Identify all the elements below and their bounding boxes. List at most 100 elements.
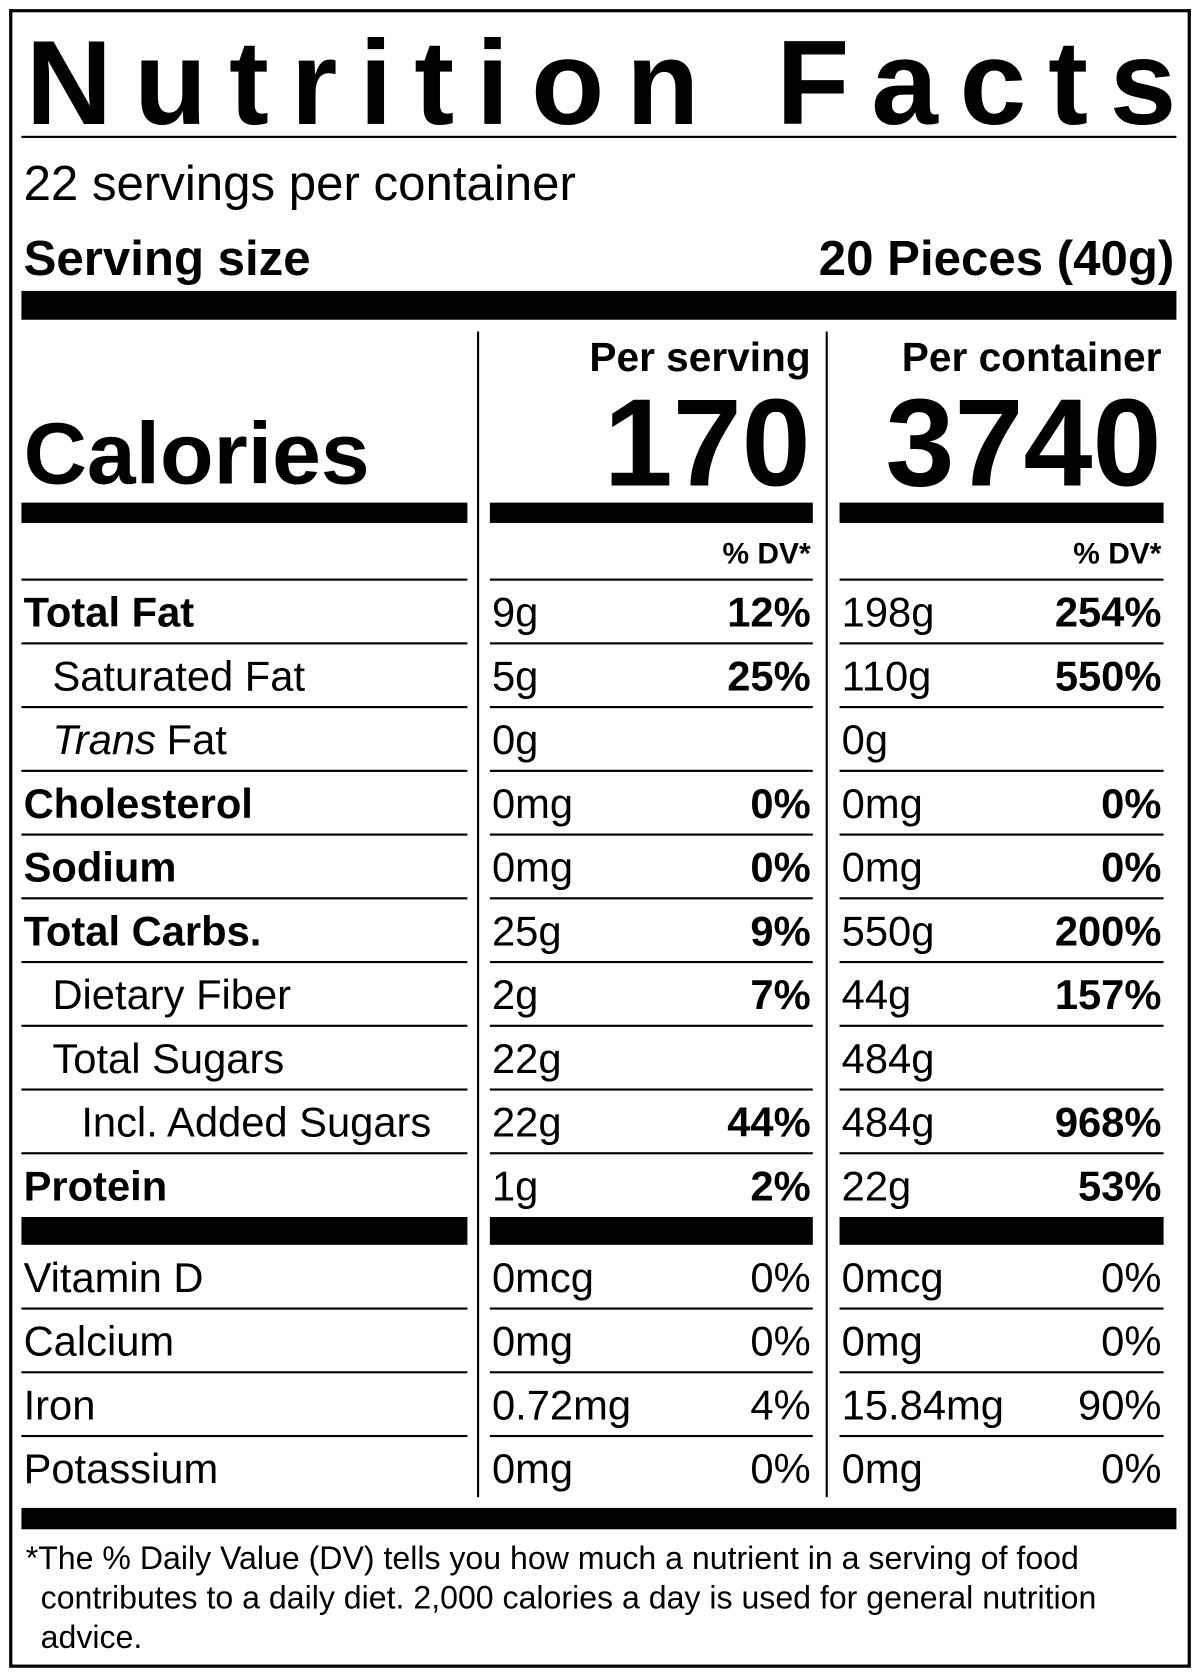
daily-value: 0% <box>750 844 810 891</box>
amount: 0g <box>842 716 888 763</box>
row-rule <box>839 833 1164 836</box>
amount: 22g <box>492 1099 562 1146</box>
nutrient-name: Protein <box>24 1162 168 1209</box>
amount: 484g <box>842 1035 935 1082</box>
row-rule <box>489 578 813 581</box>
row-rule <box>839 706 1164 709</box>
row-rule <box>489 1024 813 1027</box>
footnote-line: contributes to a daily diet. 2,000 calor… <box>41 1579 1097 1615</box>
nutrient-name: Total Carbs. <box>24 907 262 954</box>
nutrient-name: Potassium <box>24 1445 219 1492</box>
daily-value: 0% <box>750 1318 810 1365</box>
footnote-line: *The % Daily Value (DV) tells you how mu… <box>26 1540 1079 1576</box>
row-rule <box>839 578 1164 581</box>
footnote-line: advice. <box>41 1619 143 1655</box>
row-rule <box>21 833 468 836</box>
thick-bar <box>839 502 1164 523</box>
amount: 0mg <box>842 1445 923 1492</box>
nutrient-name: Total Fat <box>24 589 195 636</box>
amount: 0mg <box>842 1318 923 1365</box>
row-rule <box>489 769 813 772</box>
column-header: Per serving <box>589 334 810 380</box>
amount: 0.72mg <box>492 1381 631 1428</box>
amount: 25g <box>492 907 562 954</box>
amount: 484g <box>842 1099 935 1146</box>
nutrient-name: Trans Fat <box>52 716 227 763</box>
daily-value: 0% <box>1101 1445 1161 1492</box>
amount: 22g <box>492 1035 562 1082</box>
thick-bar <box>21 290 1177 320</box>
nutrient-name: Saturated Fat <box>52 652 305 699</box>
nutrient-name: Vitamin D <box>24 1254 204 1301</box>
row-rule <box>839 1088 1164 1091</box>
calories-value: 3740 <box>885 375 1161 513</box>
column-header: Per container <box>902 334 1162 380</box>
servings-per-container: 22 servings per container <box>24 156 576 211</box>
daily-value: 0% <box>1101 780 1161 827</box>
daily-value: 9% <box>750 907 810 954</box>
daily-value: 0% <box>750 780 810 827</box>
daily-value: 4% <box>750 1381 810 1428</box>
serving-size-label: Serving size <box>24 231 311 286</box>
row-rule <box>489 960 813 964</box>
thick-bar <box>839 1217 1164 1245</box>
nutrient-name: Cholesterol <box>24 780 253 827</box>
border <box>9 9 1191 1668</box>
calories-value: 170 <box>604 375 811 513</box>
nutrient-name: Total Sugars <box>52 1035 284 1082</box>
amount: 110g <box>842 652 932 699</box>
row-rule <box>21 769 468 772</box>
daily-value: 2% <box>750 1162 810 1209</box>
thick-bar <box>21 1217 468 1245</box>
row-rule <box>839 960 1164 964</box>
daily-value: 200% <box>1055 907 1162 954</box>
amount: 0mcg <box>492 1254 594 1301</box>
daily-value: 7% <box>750 971 810 1018</box>
dv-header: % DV* <box>1073 538 1162 571</box>
row-rule <box>489 1371 813 1374</box>
daily-value: 157% <box>1055 971 1162 1018</box>
nutrient-name: Dietary Fiber <box>52 971 291 1018</box>
daily-value: 90% <box>1078 1381 1161 1428</box>
amount: 550g <box>842 907 935 954</box>
thick-bar <box>489 1217 813 1245</box>
amount: 0g <box>492 716 538 763</box>
row-rule <box>489 1307 813 1310</box>
row-rule <box>489 1088 813 1091</box>
amount: 0mg <box>492 844 573 891</box>
amount: 44g <box>842 971 912 1018</box>
row-rule <box>21 1307 468 1310</box>
amount: 0mg <box>492 1445 573 1492</box>
row-rule <box>489 897 813 900</box>
amount: 1g <box>492 1162 538 1209</box>
daily-value: 968% <box>1055 1099 1162 1146</box>
amount: 15.84mg <box>842 1381 1004 1428</box>
calories-label: Calories <box>24 404 370 502</box>
daily-value: 550% <box>1055 652 1162 699</box>
row-rule <box>839 1434 1164 1438</box>
daily-value: 25% <box>727 652 810 699</box>
amount: 5g <box>492 652 538 699</box>
row-rule <box>839 1307 1164 1310</box>
row-rule <box>21 897 468 900</box>
daily-value: 53% <box>1078 1162 1161 1209</box>
row-rule <box>839 642 1164 645</box>
daily-value: 0% <box>1101 844 1161 891</box>
nutrient-name: Iron <box>24 1381 96 1428</box>
daily-value: 0% <box>750 1254 810 1301</box>
row-rule <box>21 642 468 645</box>
nutrient-name-italic: Trans <box>52 716 155 763</box>
row-rule <box>489 706 813 709</box>
row-rule <box>489 642 813 645</box>
column-divider <box>477 331 480 1498</box>
row-rule <box>839 1152 1164 1155</box>
daily-value: 44% <box>727 1099 810 1146</box>
row-rule <box>21 1152 468 1155</box>
amount: 0mg <box>492 780 573 827</box>
row-rule <box>21 1024 468 1027</box>
nutrient-name-part: Fat <box>167 716 228 763</box>
amount: 0mg <box>492 1318 573 1365</box>
rule <box>21 135 1177 138</box>
